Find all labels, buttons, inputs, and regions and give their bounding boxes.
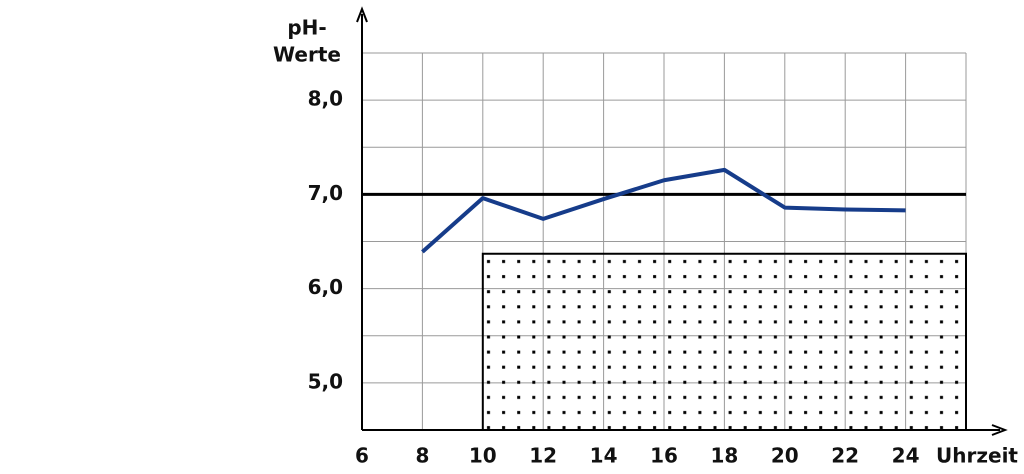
x-tick-label: 6 [355,444,369,468]
y-tick-label: 7,0 [308,181,343,205]
x-tick-label: 24 [892,444,920,468]
x-tick-label: 22 [831,444,859,468]
x-tick-label: 10 [469,444,497,468]
x-tick-label: 16 [650,444,678,468]
y-axis-arrow [356,6,368,23]
shaded-region [481,252,967,431]
x-tick-label: 8 [415,444,429,468]
y-tick-label: 8,0 [308,87,343,111]
y-axis-label: Werte [273,43,341,67]
y-tick-label: 6,0 [308,275,343,299]
x-tick-label: 20 [771,444,799,468]
plot-area: 6 8 10 12 14 16 18 20 22 24 5,0 6,0 7,0 8,0 [308,6,1008,468]
x-tick-label: 12 [529,444,557,468]
x-axis-arrow [991,424,1008,436]
data-line [421,167,906,254]
y-axis-label: pH- [287,16,326,40]
x-tick-label: 18 [710,444,738,468]
x-tick-label: 14 [590,444,618,468]
y-tick-label: 5,0 [308,369,343,393]
x-axis-label: Uhrzeit [936,444,1018,468]
